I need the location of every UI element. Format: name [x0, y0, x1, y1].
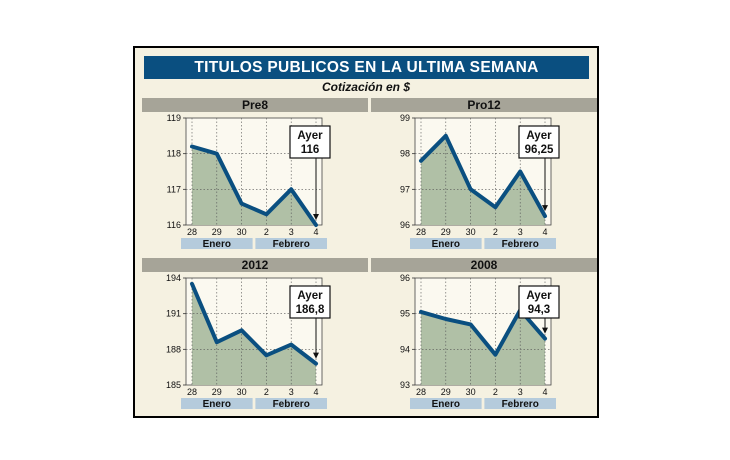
y-tick-label: 96 — [400, 273, 410, 283]
chart-title: Pro12 — [467, 98, 501, 112]
chart-header-band — [142, 258, 368, 272]
chart-header-band — [371, 258, 597, 272]
x-tick-label: 30 — [237, 387, 247, 397]
month-band — [255, 238, 327, 249]
chart-header-band — [371, 98, 597, 112]
month-band — [181, 398, 253, 409]
y-tick-label: 95 — [400, 309, 410, 319]
month-band — [255, 398, 327, 409]
annotation-box — [518, 125, 560, 159]
y-tick-label: 93 — [400, 380, 410, 390]
chart-pre8: Pre8 116 117 118 119 28 29 30 2 3 4 Enero Febrero Aye… — [142, 98, 368, 250]
y-tick-label: 98 — [400, 149, 410, 159]
y-tick-label: 96 — [400, 220, 410, 230]
x-tick-label: 4 — [313, 227, 318, 237]
chart-title: Pre8 — [242, 98, 268, 112]
annotation-arrowhead — [313, 214, 319, 220]
annotation-label: Ayer — [526, 130, 552, 142]
month-band — [484, 238, 556, 249]
x-tick-label: 29 — [212, 227, 222, 237]
x-tick-label: 4 — [313, 387, 318, 397]
y-tick-label: 99 — [400, 113, 410, 123]
annotation-value: 94,3 — [528, 304, 550, 316]
x-tick-label: 4 — [542, 227, 547, 237]
month-band — [181, 238, 253, 249]
annotation-box — [518, 285, 560, 319]
area-fill — [421, 135, 545, 225]
x-tick-label: 28 — [187, 227, 197, 237]
x-tick-label: 29 — [441, 387, 451, 397]
y-tick-label: 94 — [400, 344, 410, 354]
month-label: Enero — [432, 399, 460, 410]
x-tick-label: 28 — [416, 387, 426, 397]
x-tick-label: 28 — [416, 227, 426, 237]
month-band — [410, 238, 482, 249]
area-fill — [421, 310, 545, 385]
y-tick-label: 191 — [166, 309, 181, 319]
annotation-arrowhead — [542, 327, 548, 334]
main-title: TITULOS PUBLICOS EN LA ULTIMA SEMANA — [144, 56, 589, 79]
x-tick-label: 3 — [289, 227, 294, 237]
x-tick-label: 2 — [264, 387, 269, 397]
month-label: Enero — [432, 239, 460, 250]
area-fill — [192, 283, 316, 385]
month-label: Febrero — [273, 239, 310, 250]
month-label: Febrero — [502, 399, 539, 410]
month-label: Febrero — [502, 239, 539, 250]
annotation-value: 96,25 — [525, 144, 554, 156]
chart-2012: 2012 185 188 191 194 28 29 30 2 3 4 Enero Febrero Aye… — [142, 258, 368, 410]
month-band — [484, 398, 556, 409]
x-tick-label: 29 — [441, 227, 451, 237]
annotation-label: Ayer — [297, 130, 323, 142]
y-tick-label: 188 — [166, 344, 181, 354]
series-line — [419, 133, 547, 219]
y-tick-label: 117 — [167, 184, 181, 194]
x-tick-label: 30 — [466, 227, 476, 237]
annotation-box — [289, 285, 331, 319]
x-tick-label: 3 — [289, 387, 294, 397]
y-tick-label: 119 — [167, 113, 181, 123]
chart-title: 2008 — [471, 258, 498, 272]
annotation-label: Ayer — [297, 290, 323, 302]
y-tick-label: 116 — [167, 220, 181, 230]
area-fill — [192, 146, 316, 225]
x-tick-label: 30 — [237, 227, 247, 237]
chart-frame: TITULOS PUBLICOS EN LA ULTIMA SEMANA Cot… — [133, 46, 599, 418]
x-tick-label: 28 — [187, 387, 197, 397]
chart-pro12: Pro12 96 97 98 99 28 29 30 2 3 4 Enero Febrero Ayer 96… — [371, 98, 597, 250]
x-tick-label: 2 — [493, 387, 498, 397]
annotation-box — [289, 125, 331, 159]
annotation-value: 116 — [301, 144, 320, 156]
chart-title: 2012 — [242, 258, 269, 272]
y-tick-label: 194 — [166, 273, 181, 283]
x-tick-label: 3 — [518, 227, 523, 237]
y-tick-label: 118 — [167, 149, 181, 159]
month-band — [410, 398, 482, 409]
x-tick-label: 2 — [493, 227, 498, 237]
annotation-label: Ayer — [526, 290, 552, 302]
annotation-arrowhead — [542, 205, 548, 212]
series-line — [190, 144, 318, 227]
series-line — [190, 281, 318, 366]
chart-header-band — [142, 98, 368, 112]
x-tick-label: 2 — [264, 227, 269, 237]
x-tick-label: 3 — [518, 387, 523, 397]
month-label: Enero — [203, 239, 231, 250]
y-tick-label: 97 — [400, 184, 410, 194]
annotation-value: 186,8 — [296, 304, 325, 316]
month-label: Febrero — [273, 399, 310, 410]
annotation-arrowhead — [313, 352, 319, 359]
chart-2008: 2008 93 94 95 96 28 29 30 2 3 4 Enero Febrero Ayer 94,… — [371, 258, 597, 410]
y-tick-label: 185 — [166, 380, 181, 390]
subtitle: Cotización en $ — [321, 80, 410, 94]
x-tick-label: 4 — [542, 387, 547, 397]
month-label: Enero — [203, 399, 231, 410]
x-tick-label: 29 — [212, 387, 222, 397]
x-tick-label: 30 — [466, 387, 476, 397]
